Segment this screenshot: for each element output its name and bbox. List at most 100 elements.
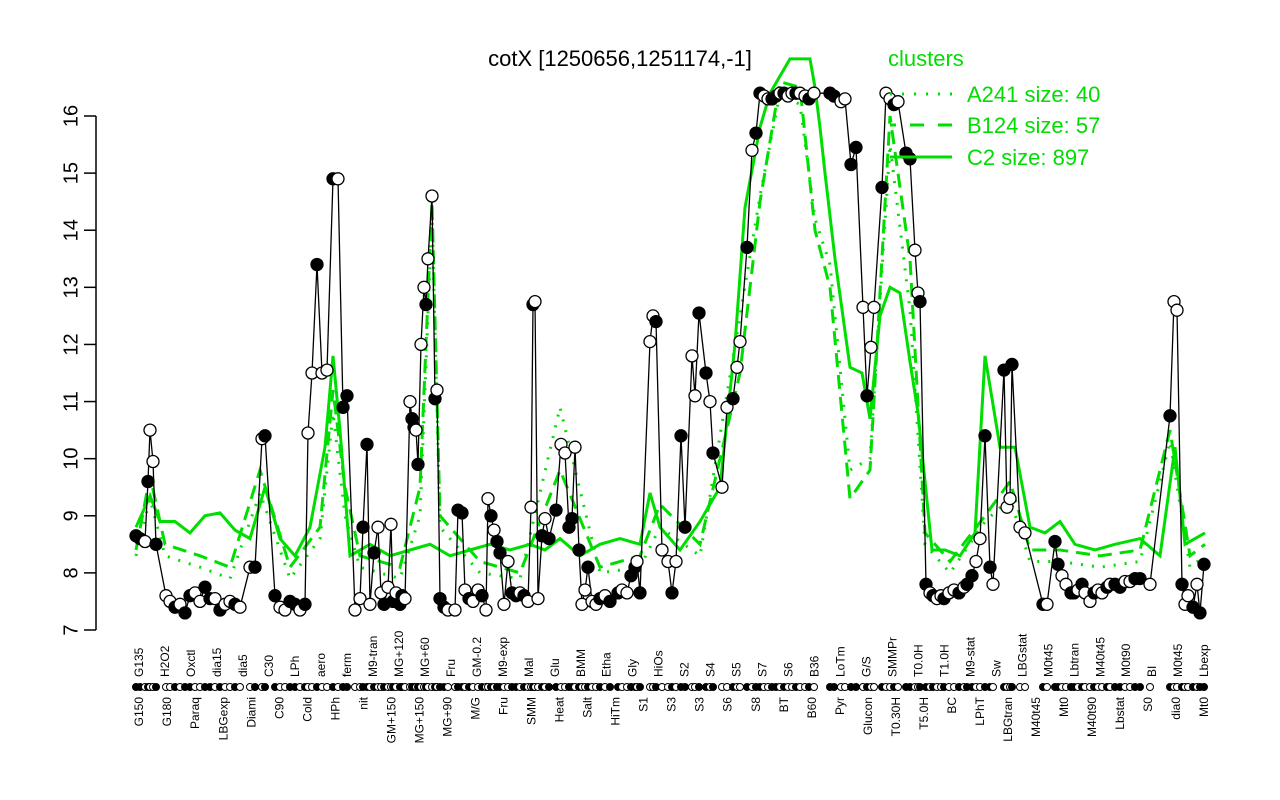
rug-marker bbox=[1146, 683, 1154, 691]
x-category-label: S8 bbox=[749, 697, 763, 712]
data-point bbox=[965, 569, 979, 583]
x-category-label: T1.0H bbox=[937, 644, 951, 677]
x-category-label: Gly bbox=[626, 659, 640, 677]
data-point bbox=[1197, 557, 1211, 571]
x-category-label: Cold bbox=[300, 697, 314, 722]
data-point bbox=[549, 503, 563, 517]
data-point bbox=[649, 314, 663, 329]
data-point bbox=[340, 389, 354, 403]
expression-line bbox=[135, 91, 1205, 615]
rug-marker bbox=[251, 683, 259, 691]
data-point bbox=[1051, 557, 1065, 571]
data-point bbox=[455, 506, 469, 520]
y-tick-label: 16 bbox=[60, 105, 82, 127]
data-point bbox=[572, 543, 586, 557]
x-category-label: M9-tran bbox=[366, 636, 380, 677]
data-point bbox=[1143, 577, 1157, 591]
data-point bbox=[969, 554, 983, 569]
expression-series bbox=[129, 86, 1211, 620]
x-category-label: LoTm bbox=[834, 646, 848, 677]
data-point bbox=[143, 423, 157, 437]
data-point bbox=[141, 474, 155, 489]
data-point bbox=[740, 240, 754, 255]
x-category-label: B36 bbox=[808, 655, 822, 677]
x-category-label: SMMPr bbox=[885, 637, 899, 677]
x-category-label: S2 bbox=[678, 662, 692, 677]
data-point bbox=[703, 394, 717, 409]
data-point bbox=[363, 597, 377, 611]
data-point bbox=[320, 363, 334, 377]
data-point bbox=[198, 580, 212, 594]
x-category-label: GM+150 bbox=[384, 697, 398, 744]
x-category-label: Etha bbox=[600, 652, 614, 677]
rug-marker bbox=[1043, 683, 1051, 691]
data-point bbox=[398, 591, 412, 606]
y-tick-label: 8 bbox=[60, 567, 82, 578]
data-point bbox=[875, 180, 889, 195]
data-point bbox=[674, 429, 688, 443]
rug-marker bbox=[236, 683, 244, 691]
data-point bbox=[425, 189, 439, 203]
x-category-label: Fru bbox=[444, 659, 458, 677]
data-point bbox=[501, 554, 515, 569]
data-point bbox=[1005, 357, 1019, 372]
x-category-label: Diami bbox=[244, 697, 258, 728]
data-point bbox=[542, 531, 556, 546]
rug-marker bbox=[261, 683, 269, 691]
x-category-label: GM-0.2 bbox=[470, 637, 484, 677]
rug-marker bbox=[1008, 683, 1016, 691]
data-point bbox=[749, 126, 763, 140]
data-point bbox=[699, 366, 713, 380]
x-category-label: LPhT bbox=[973, 696, 987, 725]
data-point bbox=[1170, 303, 1184, 317]
data-point bbox=[490, 534, 504, 549]
x-category-label: G180 bbox=[160, 697, 174, 727]
x-category-label: M0t90 bbox=[1119, 643, 1133, 677]
cluster-lines bbox=[134, 57, 1206, 582]
data-point bbox=[146, 454, 160, 469]
data-point bbox=[730, 360, 744, 374]
data-point bbox=[844, 157, 858, 172]
data-point bbox=[497, 597, 511, 611]
data-point bbox=[678, 520, 692, 534]
x-category-label: dia5 bbox=[236, 654, 250, 677]
x-category-label: M/G bbox=[468, 697, 482, 720]
rug-marker bbox=[870, 683, 878, 691]
data-point bbox=[1003, 491, 1017, 506]
data-point bbox=[331, 172, 345, 186]
legend-entry-b124: B124 size: 57 bbox=[967, 113, 1100, 138]
data-point bbox=[484, 509, 498, 523]
x-category-label: Oxctl bbox=[184, 650, 198, 677]
data-point bbox=[669, 554, 683, 569]
data-point bbox=[1175, 577, 1189, 591]
data-point bbox=[1040, 597, 1054, 611]
rug-marker bbox=[1136, 683, 1144, 691]
x-category-label: HPh bbox=[328, 697, 342, 720]
data-point bbox=[353, 591, 367, 606]
x-category-label: C90 bbox=[272, 697, 286, 719]
data-point bbox=[655, 543, 669, 557]
data-point bbox=[336, 400, 350, 414]
data-point bbox=[565, 511, 579, 526]
data-point bbox=[665, 586, 679, 600]
rug-marker bbox=[989, 683, 997, 691]
y-tick-label: 12 bbox=[60, 333, 82, 355]
data-point bbox=[414, 337, 428, 352]
data-point bbox=[864, 340, 878, 354]
x-axis-labels-upper: G135 H2O2 Oxctl dia15 dia5 C30 LPh aero ferm M9-t… bbox=[132, 630, 1211, 677]
data-point bbox=[715, 480, 729, 494]
data-point bbox=[978, 429, 992, 443]
y-tick-label: 10 bbox=[60, 448, 82, 470]
x-category-label: C30 bbox=[262, 655, 276, 677]
x-category-label: T0.0H bbox=[911, 644, 925, 677]
data-point bbox=[807, 86, 821, 100]
data-point bbox=[688, 389, 702, 403]
data-point bbox=[973, 531, 987, 546]
rug-marker bbox=[1021, 683, 1029, 691]
x-category-label: S6 bbox=[782, 662, 796, 677]
y-tick-label: 15 bbox=[60, 162, 82, 184]
data-point bbox=[983, 560, 997, 574]
data-point bbox=[849, 140, 863, 155]
y-tick-label: 11 bbox=[60, 391, 82, 412]
data-point bbox=[298, 597, 312, 611]
